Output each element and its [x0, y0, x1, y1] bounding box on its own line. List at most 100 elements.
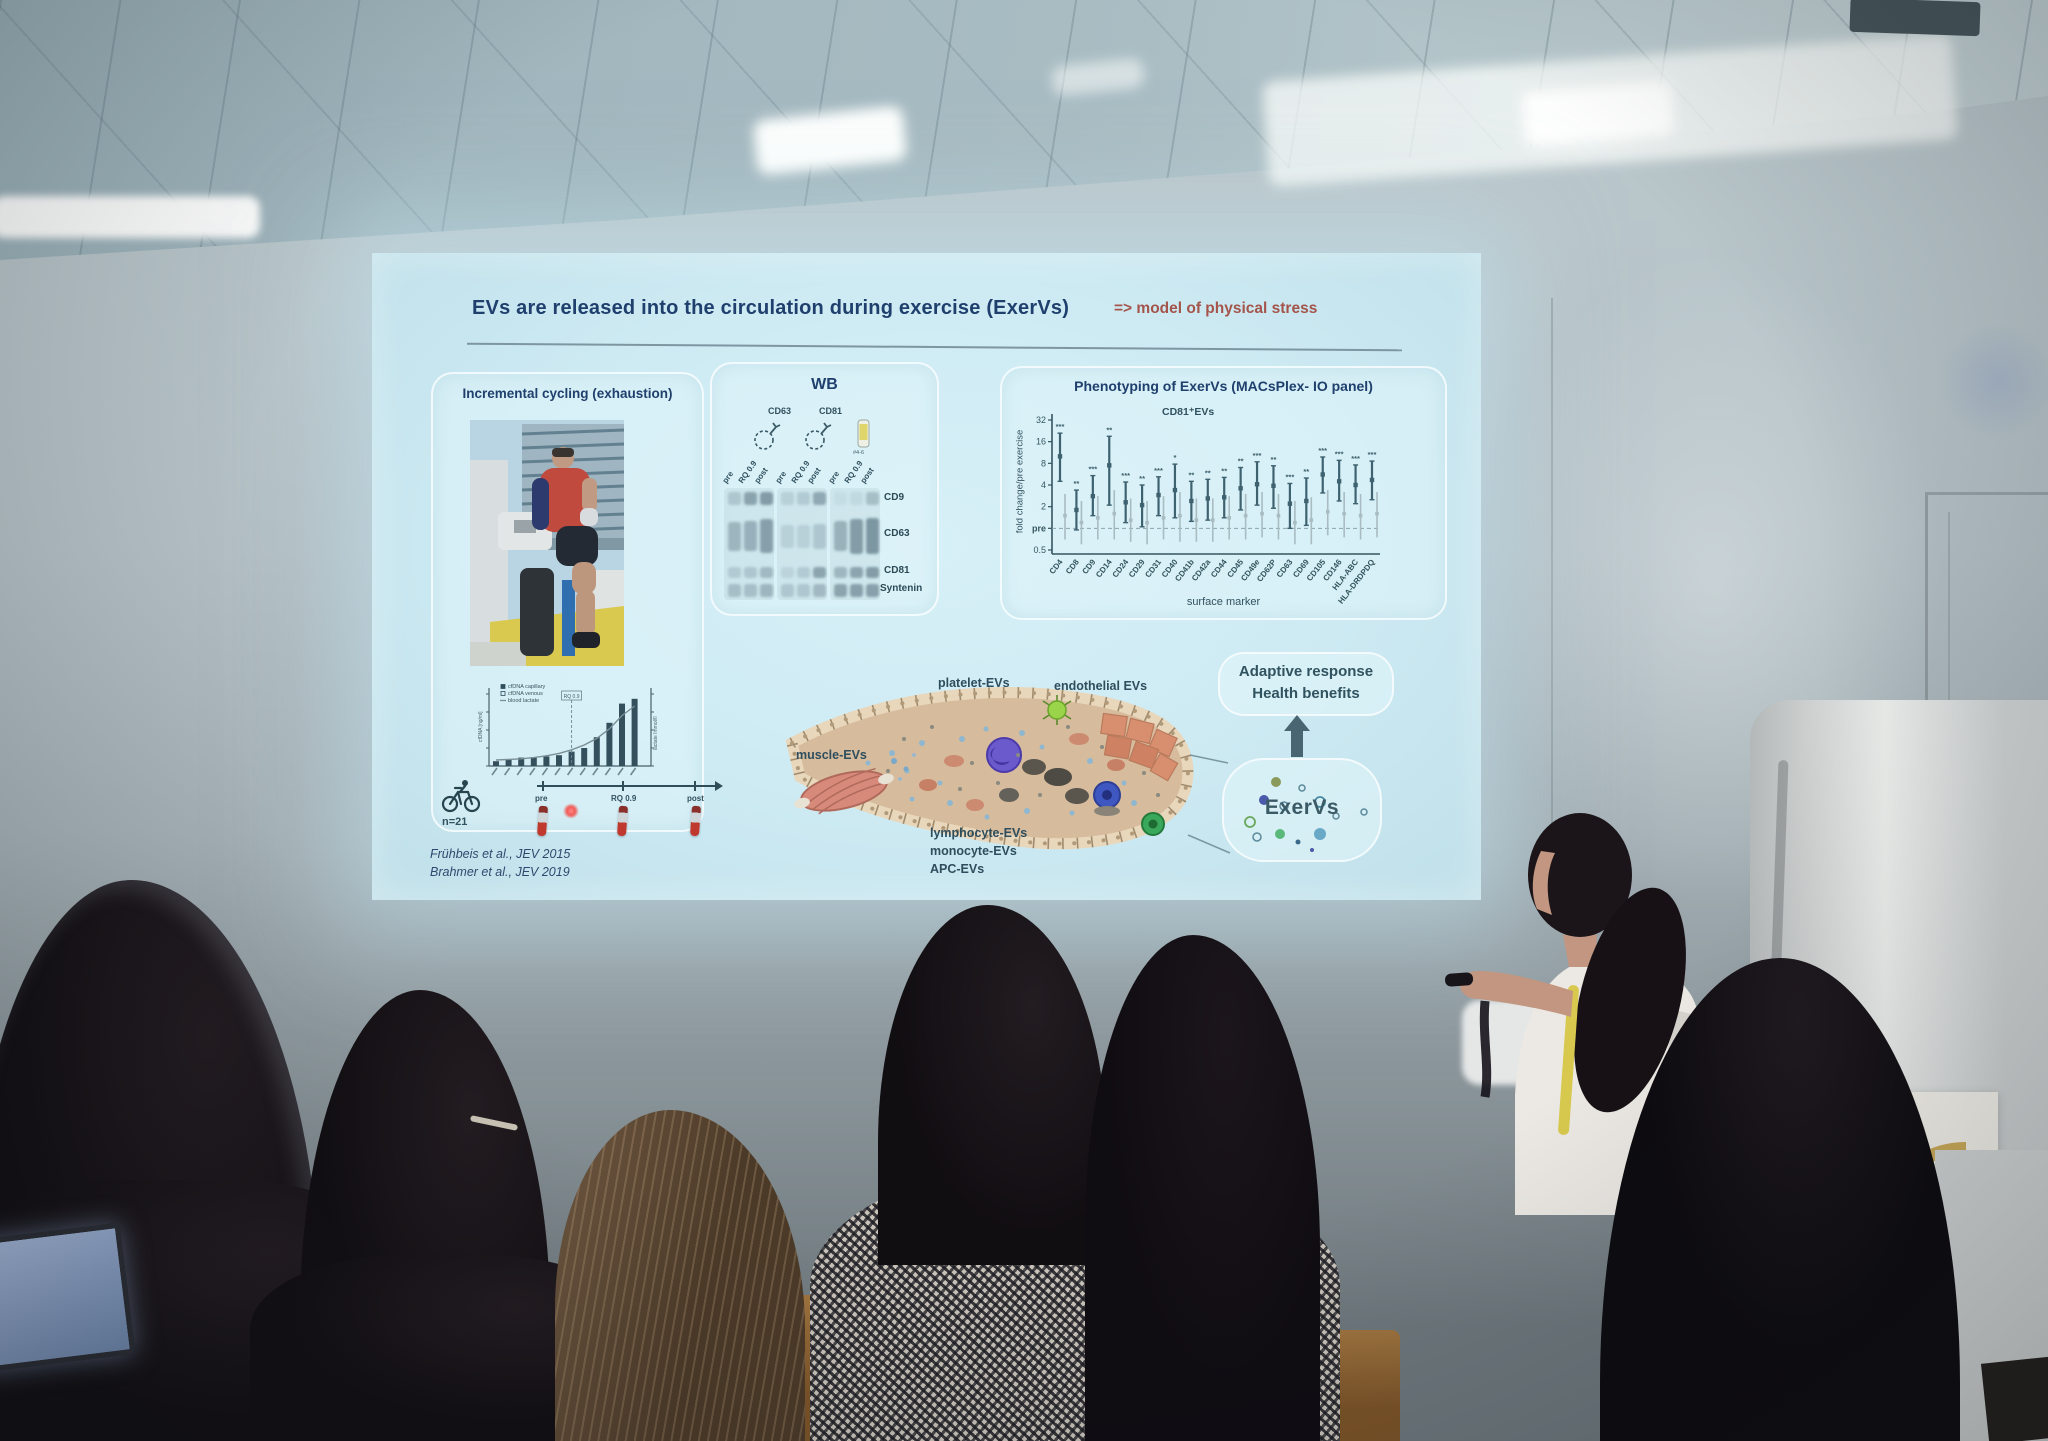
wb-row-syntenin: Syntenin: [880, 583, 923, 594]
svg-text:cfDNA [ng/ml]: cfDNA [ng/ml]: [478, 711, 484, 742]
wb-band: [744, 567, 757, 578]
svg-text:***: ***: [1351, 454, 1360, 463]
cyclist-photo: [470, 420, 624, 666]
wb-band: [866, 518, 879, 554]
wb-lane-label: pre: [720, 469, 736, 485]
wb-band: [728, 521, 741, 551]
bead-cd81-icon: [805, 422, 832, 450]
blot-strip: [777, 488, 827, 600]
wb-band: [797, 567, 810, 578]
svg-text:RQ 0.9: RQ 0.9: [564, 694, 580, 700]
slide-title: EVs are released into the circulation du…: [472, 297, 1070, 319]
pheno-plot: 3216842pre0.5***CD4**CD8***CD9**CD14***C…: [1032, 414, 1380, 606]
svg-text:***: ***: [1335, 449, 1344, 458]
svg-text:**: **: [1106, 425, 1112, 434]
capture-bead-icons: [754, 419, 870, 450]
svg-text:4: 4: [1041, 480, 1046, 490]
laser-pointer-dot: [563, 804, 579, 818]
adaptive-response-text: Adaptive response: [1238, 663, 1374, 680]
pheno-x-tick: CD44: [1209, 557, 1229, 579]
wb-lane-label: pre: [826, 469, 842, 485]
wb-tube-label: #4-6: [853, 450, 865, 456]
svg-text:*: *: [1173, 453, 1176, 462]
pheno-x-tick: CD31: [1143, 557, 1163, 579]
svg-text:***: ***: [1154, 466, 1163, 475]
wb-band: [850, 492, 863, 505]
wb-group-cd63: CD63: [768, 406, 792, 416]
svg-text:lactate [mmol/l]: lactate [mmol/l]: [653, 716, 657, 750]
blood-tube-icon: [536, 805, 549, 837]
health-benefits-text: Health benefits: [1252, 685, 1360, 702]
svg-text:16: 16: [1036, 437, 1046, 447]
wb-row-cd63: CD63: [884, 528, 910, 539]
svg-text:32: 32: [1036, 415, 1046, 425]
svg-text:***: ***: [1318, 446, 1327, 455]
wb-band: [744, 521, 757, 551]
wb-band: [728, 567, 741, 578]
exervs-vesicle-dots: [1244, 777, 1368, 852]
presenter-face: [1532, 851, 1555, 915]
references: Frühbeis et al., JEV 2015 Brahmer et al.…: [430, 845, 570, 881]
arrow-up-icon: [1284, 715, 1310, 757]
presenter-clicker: [1445, 972, 1474, 987]
svg-text:***: ***: [1088, 465, 1097, 474]
wb-band: [781, 567, 794, 578]
wb-band: [797, 584, 810, 597]
pheno-xlabel: surface marker: [1186, 596, 1261, 608]
label-endothelial-evs: endothelial EVs: [1054, 679, 1147, 693]
label-muscle-evs: muscle-EVs: [796, 748, 867, 762]
label-platelet-evs: platelet-EVs: [938, 676, 1010, 690]
blood-tube-icon: [616, 805, 629, 837]
wb-band: [760, 567, 773, 578]
blood-tube-icon: [689, 805, 702, 837]
projection-screen: EVs are released into the circulation du…: [372, 253, 1481, 900]
wb-band: [781, 492, 794, 505]
wb-band: [760, 492, 773, 505]
timeline-label-pre: pre: [535, 794, 548, 803]
title-rule: [467, 342, 1402, 352]
wb-band: [834, 492, 847, 505]
wb-band: [866, 492, 879, 505]
wb-row-cd9: CD9: [884, 492, 905, 503]
svg-text:cfDNA capillary: cfDNA capillary: [508, 684, 546, 690]
pheno-x-tick: CD29: [1127, 557, 1147, 579]
wb-band: [781, 524, 794, 548]
wb-title: WB: [811, 376, 838, 393]
wb-band: [850, 518, 863, 554]
panel-incremental-cycling: Incremental cycling (exhaustion): [431, 372, 723, 837]
label-monocyte-evs: monocyte-EVs: [930, 844, 1017, 858]
blood-vessel-illustration: platelet-EVs endothelial EVs muscle-EVs …: [785, 676, 1194, 876]
svg-text:***: ***: [1368, 450, 1377, 459]
svg-text:**: **: [1238, 457, 1244, 466]
svg-text:**: **: [1139, 474, 1145, 483]
exervs-text: ExerVs: [1264, 796, 1340, 819]
wb-band: [728, 492, 741, 505]
wb-band: [850, 584, 863, 597]
chair-corner: [1980, 1356, 2048, 1441]
laptop-screen: [0, 1222, 136, 1374]
wb-band: [797, 524, 810, 548]
wb-band: [797, 492, 810, 505]
inflamed-endothelium-patch: [1100, 712, 1179, 782]
wb-band: [866, 584, 879, 597]
wb-row-cd81: CD81: [884, 565, 910, 576]
muscle-icon: [794, 753, 916, 815]
wb-band: [781, 584, 794, 597]
svg-text:pre: pre: [1032, 523, 1046, 533]
bicycle-icon: [441, 780, 481, 813]
vessel-body: [785, 687, 1194, 850]
blot-strip: [724, 488, 774, 600]
wb-band: [760, 584, 773, 597]
wb-band: [760, 519, 773, 553]
presenter-lanyard: [1558, 985, 1579, 1135]
label-lymphocyte-evs: lymphocyte-EVs: [930, 826, 1027, 840]
svg-text:blood lactate: blood lactate: [508, 698, 539, 704]
wb-band: [813, 567, 826, 578]
wb-band: [850, 567, 863, 578]
callout-connectors: [1187, 754, 1231, 854]
pheno-x-tick: CD24: [1111, 557, 1131, 579]
ceiling-light-strip: [0, 196, 260, 238]
wb-band: [866, 567, 879, 578]
panel-western-blot: WB CD63 CD81 #4-6 CD9: [710, 362, 939, 616]
